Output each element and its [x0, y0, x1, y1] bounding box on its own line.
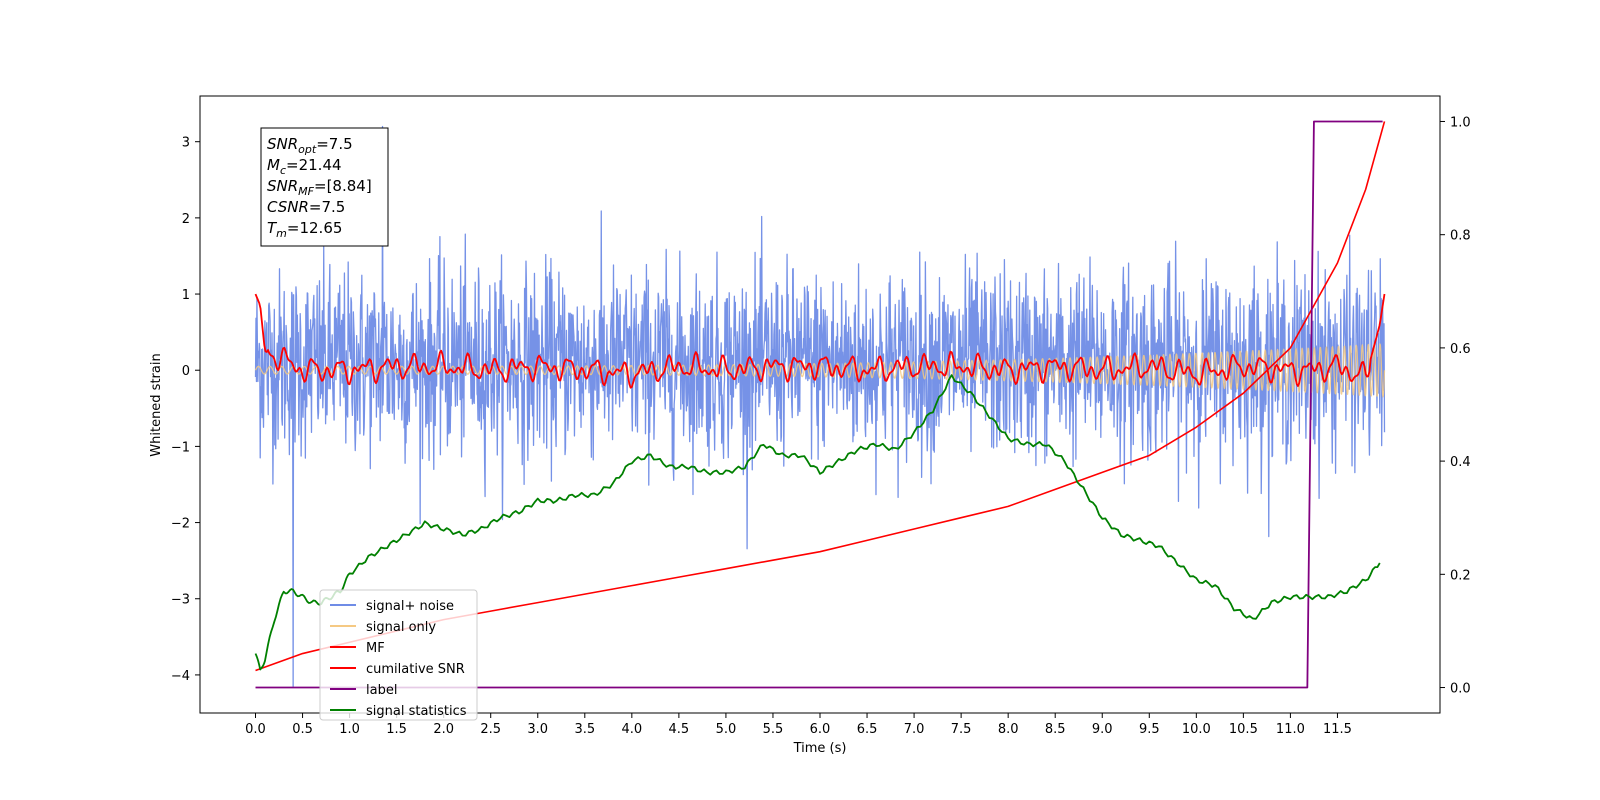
legend-label: cumilative SNR — [366, 662, 465, 677]
x-tick-label: 7.0 — [904, 722, 925, 737]
info-box-line: SNRopt=7.5 — [267, 135, 353, 156]
legend-label: signal+ noise — [366, 599, 454, 614]
info-box-line: CSNR=7.5 — [267, 198, 345, 216]
x-tick-label: 9.0 — [1092, 722, 1113, 737]
x-tick-label: 5.0 — [716, 722, 737, 737]
x-tick-label: 10.5 — [1229, 722, 1258, 737]
x-tick-label: 0.0 — [245, 722, 266, 737]
x-tick-label: 2.0 — [433, 722, 454, 737]
legend-label: label — [366, 683, 397, 698]
legend-label: signal statistics — [366, 704, 467, 719]
x-tick-label: 4.5 — [669, 722, 690, 737]
x-tick-label: 2.5 — [480, 722, 501, 737]
y-axis-title: Whitened strain — [149, 353, 164, 456]
y-tick-label: −2 — [171, 517, 190, 532]
y-tick-label: 2 — [182, 212, 190, 227]
legend-label: signal only — [366, 620, 436, 635]
y2-tick-label: 0.6 — [1450, 342, 1471, 357]
legend: signal+ noise signal only MF cumilative SNR… — [319, 589, 478, 721]
y2-tick-label: 1.0 — [1450, 115, 1471, 130]
x-tick-label: 11.5 — [1323, 722, 1352, 737]
x-tick-label: 3.0 — [527, 722, 548, 737]
y-tick-label: 3 — [182, 136, 190, 151]
x-tick-label: 1.0 — [339, 722, 360, 737]
x-tick-label: 6.0 — [810, 722, 831, 737]
y-axis-right: 1.0 0.8 0.6 0.4 0.2 0.0 — [1440, 115, 1471, 697]
x-axis: 0.0 0.5 1.0 1.5 2.0 2.5 3.0 3.5 4.0 4.5 5.0 5.5 6.0 6… — [245, 713, 1352, 737]
x-tick-label: 0.5 — [292, 722, 313, 737]
series-label-line — [255, 120, 1383, 689]
x-tick-label: 5.5 — [763, 722, 784, 737]
series-mf-line — [254, 293, 1386, 389]
x-tick-label: 3.5 — [574, 722, 595, 737]
x-tick-label: 10.0 — [1182, 722, 1211, 737]
x-tick-label: 9.5 — [1139, 722, 1160, 737]
x-tick-label: 7.5 — [951, 722, 972, 737]
x-tick-label: 1.5 — [386, 722, 407, 737]
y-tick-label: 0 — [182, 364, 190, 379]
series-signal-only-line — [254, 343, 1386, 398]
x-tick-label: 4.0 — [621, 722, 642, 737]
y2-tick-label: 0.0 — [1450, 682, 1471, 697]
x-tick-label: 11.0 — [1276, 722, 1305, 737]
x-tick-label: 8.5 — [1045, 722, 1066, 737]
y-tick-label: −4 — [171, 669, 190, 684]
legend-frame — [319, 589, 478, 721]
y2-tick-label: 0.8 — [1450, 229, 1471, 244]
y2-tick-label: 0.2 — [1450, 568, 1471, 583]
x-axis-title: Time (s) — [793, 741, 847, 756]
y-tick-label: −1 — [171, 440, 190, 455]
series-signal-statistics-line — [254, 374, 1381, 671]
info-box-line: SNRMF=[8.84] — [267, 177, 372, 198]
info-box-frame — [260, 127, 389, 247]
legend-label: MF — [366, 641, 385, 656]
info-box-line: Tm=12.65 — [267, 219, 342, 240]
x-tick-label: 8.0 — [998, 722, 1019, 737]
x-tick-label: 6.5 — [857, 722, 878, 737]
y-axis-left: 3 2 1 0 −1 −2 −3 −4 — [171, 136, 200, 684]
y-tick-label: 1 — [182, 288, 190, 303]
y-tick-label: −3 — [171, 593, 190, 608]
y2-tick-label: 0.4 — [1450, 455, 1471, 470]
info-box-line: Mc=21.44 — [267, 156, 342, 177]
